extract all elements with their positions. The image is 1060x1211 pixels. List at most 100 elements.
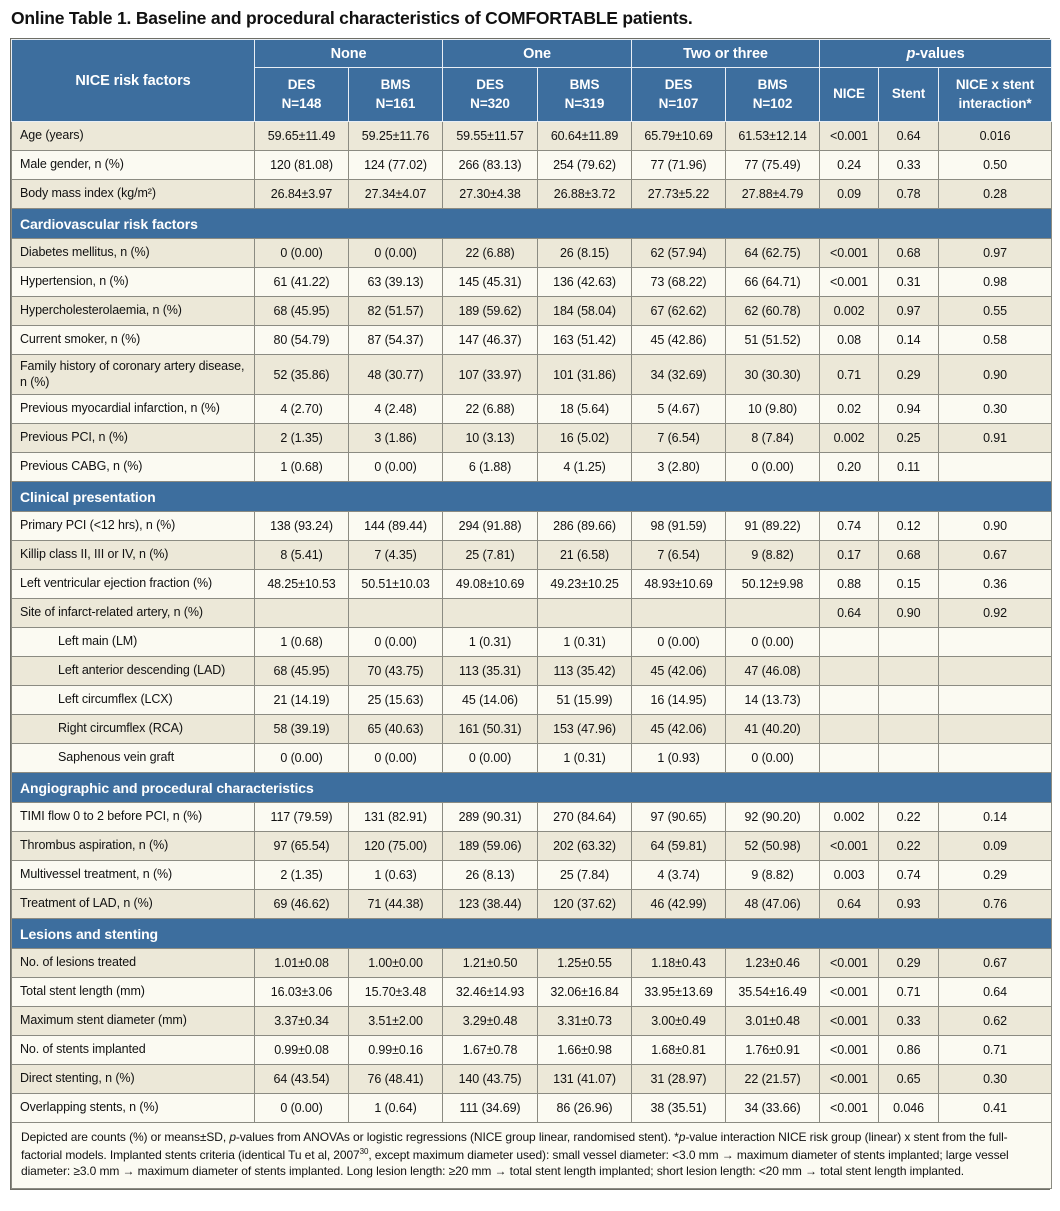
value-cell — [631, 598, 727, 629]
value-cell: 3.37±0.34 — [254, 1006, 349, 1037]
value-cell: 31 (28.97) — [631, 1064, 727, 1095]
value-cell: 5 (4.67) — [631, 394, 727, 425]
p-value-cell: 0.91 — [938, 423, 1053, 454]
value-cell: 1 (0.64) — [347, 1093, 444, 1124]
section-header-row: Clinical presentation — [10, 481, 1053, 513]
value-cell: 47 (46.08) — [725, 656, 821, 687]
value-cell: 87 (54.37) — [347, 325, 444, 355]
value-cell: 49.23±10.25 — [537, 569, 633, 600]
value-cell: 161 (50.31) — [442, 714, 539, 745]
table-row-right-circumflex-rca: Right circumflex (RCA) 58 (39.19) 65 (40.6… — [11, 714, 1053, 745]
table-row-direct-stenting-n: Direct stenting, n (%) 64 (43.54) 76 (48.4… — [11, 1064, 1053, 1095]
table-row-thrombus-aspiration-n: Thrombus aspiration, n (%) 97 (65.54) 120 … — [11, 831, 1053, 862]
value-cell: 27.30±4.38 — [442, 179, 539, 209]
p-value-cell: 0.90 — [938, 353, 1053, 396]
row-label: Current smoker, n (%) — [11, 325, 255, 355]
value-cell: 32.06±16.84 — [537, 977, 633, 1008]
value-cell: 120 (75.00) — [347, 831, 444, 862]
value-cell: 1.76±0.91 — [725, 1035, 821, 1066]
row-label: TIMI flow 0 to 2 before PCI, n (%) — [11, 802, 255, 833]
col-header-des-one: DES N=320 — [442, 67, 539, 122]
row-label: Family history of coronary artery diseas… — [11, 353, 255, 396]
value-cell: 0.99±0.16 — [347, 1035, 444, 1066]
p-value-cell: 0.15 — [878, 569, 940, 600]
value-cell: 92 (90.20) — [725, 802, 821, 833]
value-cell: 3.01±0.48 — [725, 1006, 821, 1037]
value-cell: 4 (3.74) — [631, 860, 727, 891]
value-cell: 1.68±0.81 — [631, 1035, 727, 1066]
value-cell: 3 (2.80) — [631, 452, 727, 483]
p-value-cell — [878, 656, 940, 687]
p-value-cell: 0.002 — [819, 296, 880, 326]
p-value-cell: <0.001 — [819, 831, 880, 862]
row-label: No. of lesions treated — [11, 948, 255, 979]
table-row-left-anterior-descending-lad: Left anterior descending (LAD) 68 (45.95)… — [11, 656, 1053, 687]
value-cell: 144 (89.44) — [347, 511, 444, 542]
table-row-left-circumflex-lcx: Left circumflex (LCX) 21 (14.19) 25 (15.63… — [11, 685, 1053, 716]
row-label: Primary PCI (<12 hrs), n (%) — [11, 511, 255, 542]
value-cell: 3.29±0.48 — [442, 1006, 539, 1037]
p-values-rest: -values — [915, 45, 965, 62]
value-cell: 45 (14.06) — [442, 685, 539, 716]
p-value-cell: 0.20 — [819, 452, 880, 483]
row-label: Thrombus aspiration, n (%) — [11, 831, 255, 862]
value-cell: 202 (63.32) — [537, 831, 633, 862]
value-cell: 97 (90.65) — [631, 802, 727, 833]
table-footer: Depicted are counts (%) or means±SD, p-v… — [10, 1122, 1053, 1189]
value-cell: 51 (15.99) — [537, 685, 633, 716]
value-cell: 15.70±3.48 — [347, 977, 444, 1008]
p-value-cell: 0.11 — [878, 452, 940, 483]
value-cell: 0 (0.00) — [631, 627, 727, 658]
value-cell: 145 (45.31) — [442, 267, 539, 297]
p-value-cell — [878, 627, 940, 658]
p-value-cell: 0.29 — [938, 860, 1053, 891]
value-cell: 10 (3.13) — [442, 423, 539, 454]
value-cell: 16.03±3.06 — [254, 977, 349, 1008]
value-cell: 21 (6.58) — [537, 540, 633, 571]
p-value-cell: 0.97 — [878, 296, 940, 326]
value-cell: 64 (59.81) — [631, 831, 727, 862]
table-row-killip-class-ii-iii-or-iv-n: Killip class II, III or IV, n (%) 8 (5.41… — [11, 540, 1053, 571]
p-value-cell: 0.016 — [938, 121, 1053, 151]
value-cell: 0 (0.00) — [725, 627, 821, 658]
value-cell: 86 (26.96) — [537, 1093, 633, 1124]
row-label: Age (years) — [11, 121, 255, 151]
p-value-cell: 0.046 — [878, 1093, 940, 1124]
value-cell: 3.31±0.73 — [537, 1006, 633, 1037]
value-cell: 9 (8.82) — [725, 860, 821, 891]
table-footnote: Depicted are counts (%) or means±SD, p-v… — [10, 1122, 1053, 1189]
value-cell: 32.46±14.93 — [442, 977, 539, 1008]
row-label: Left ventricular ejection fraction (%) — [11, 569, 255, 600]
col-header-des-two-or-three: DES N=107 — [631, 67, 727, 122]
table-row-maximum-stent-diameter-mm: Maximum stent diameter (mm) 3.37±0.34 3.51… — [11, 1006, 1053, 1037]
value-cell: 73 (68.22) — [631, 267, 727, 297]
p-value-cell: 0.93 — [878, 889, 940, 920]
value-cell: 30 (30.30) — [725, 353, 821, 396]
value-cell: 52 (50.98) — [725, 831, 821, 862]
table-row-left-ventricular-ejection-fraction: Left ventricular ejection fraction (%) 48… — [11, 569, 1053, 600]
value-cell: 1.66±0.98 — [537, 1035, 633, 1066]
value-cell: 3 (1.86) — [347, 423, 444, 454]
col-header-p-interaction: NICE x stent interaction* — [938, 67, 1053, 122]
value-cell: 34 (33.66) — [725, 1093, 821, 1124]
col-header-bms-none: BMS N=161 — [347, 67, 444, 122]
table-row-diabetes-mellitus-n: Diabetes mellitus, n (%) 0 (0.00) 0 (0.00)… — [11, 238, 1053, 268]
value-cell: 16 (14.95) — [631, 685, 727, 716]
value-cell: 163 (51.42) — [537, 325, 633, 355]
value-cell: 136 (42.63) — [537, 267, 633, 297]
p-value-cell: 0.64 — [878, 121, 940, 151]
value-cell: 98 (91.59) — [631, 511, 727, 542]
value-cell: 65 (40.63) — [347, 714, 444, 745]
value-cell: 22 (6.88) — [442, 238, 539, 268]
sub-header-row: DES N=148 BMS N=161 DES N=320 BMS N=319 DES N… — [12, 67, 1053, 122]
value-cell: 0 (0.00) — [442, 743, 539, 774]
value-cell: 1 (0.68) — [254, 452, 349, 483]
table-row-family-history-of-coronary-artery-disease-n: Family history of coronary artery diseas… — [11, 353, 1053, 396]
p-value-cell: 0.17 — [819, 540, 880, 571]
value-cell: 48 (30.77) — [347, 353, 444, 396]
p-value-cell: 0.02 — [819, 394, 880, 425]
value-cell: 1 (0.63) — [347, 860, 444, 891]
table-row-primary-pci-12-hrs-n: Primary PCI (<12 hrs), n (%) 138 (93.24) 1… — [11, 511, 1053, 542]
row-label: No. of stents implanted — [11, 1035, 255, 1066]
